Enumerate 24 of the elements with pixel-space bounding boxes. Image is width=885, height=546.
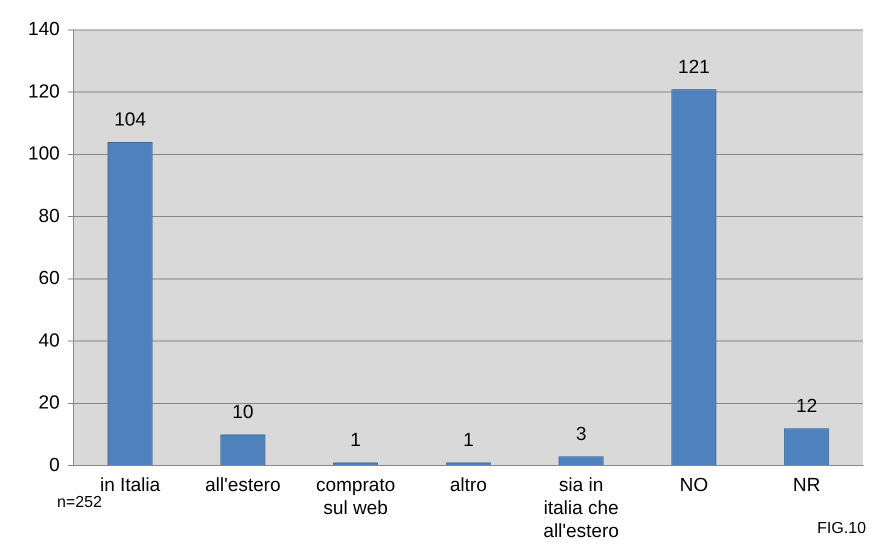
data-label: 1 [463, 430, 474, 452]
caption: FIG.10 [817, 520, 866, 537]
data-label: 3 [576, 424, 586, 445]
y-tick-label: 40 [38, 330, 60, 352]
data-label: 104 [114, 110, 146, 131]
x-tick-label: sia in italia che all'estero [543, 475, 619, 542]
data-label: 10 [232, 402, 254, 424]
x-tick-label: all'estero [205, 475, 281, 496]
x-tick-label: NR [792, 475, 820, 496]
data-label: 1 [350, 430, 361, 452]
y-tick-label: 20 [38, 392, 60, 414]
x-tick-label: comprato sul web [316, 475, 396, 520]
y-tick-label: 100 [28, 144, 60, 165]
y-tick-label: 80 [38, 206, 60, 227]
y-tick-label: 140 [28, 19, 60, 40]
data-label: 12 [796, 396, 818, 417]
data-label: 121 [678, 56, 710, 78]
y-tick-label: 120 [28, 81, 60, 102]
x-tick-label: altro [450, 475, 487, 496]
y-tick-label: 60 [38, 268, 60, 290]
text: n=252 [57, 494, 102, 511]
y-tick-label: 0 [49, 454, 60, 476]
x-tick-label: in Italia [100, 475, 161, 496]
x-tick-label: NO [680, 475, 708, 496]
